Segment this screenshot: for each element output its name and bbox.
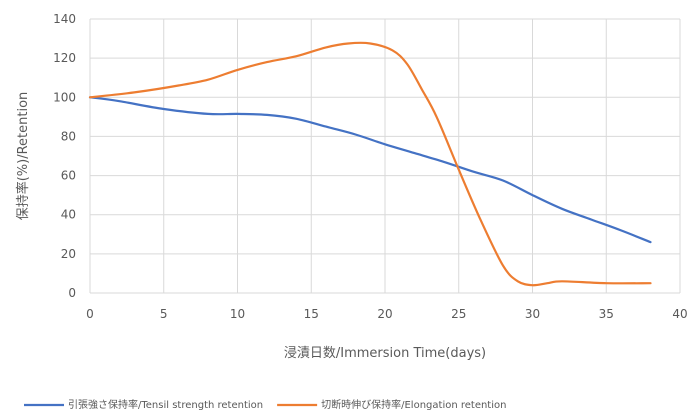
legend-label: 引張強さ保持率/Tensil strength retention [68, 398, 263, 411]
x-tick-label: 25 [451, 307, 466, 321]
y-tick-label: 80 [61, 129, 76, 143]
series-line-1 [88, 96, 652, 244]
y-tick-label: 20 [61, 247, 76, 261]
y-axis-ticks: 0 20 40 60 80 100 120 140 [53, 12, 76, 300]
y-tick-label: 40 [61, 208, 76, 222]
x-tick-label: 0 [86, 307, 94, 321]
y-tick-label: 60 [61, 169, 76, 183]
y-axis-title: 保持率(%)/Retention [15, 92, 31, 221]
y-tick-label: 0 [68, 286, 76, 300]
legend: 引張強さ保持率/Tensil strength retention 切断時伸び保持… [24, 398, 506, 411]
series-lines [88, 41, 652, 287]
x-tick-label: 15 [304, 307, 319, 321]
x-tick-label: 30 [525, 307, 540, 321]
legend-label: 切断時伸び保持率/Elongation retention [321, 398, 506, 411]
x-axis-ticks: 0 5 10 15 20 25 30 35 40 [86, 307, 687, 321]
y-tick-label: 120 [53, 51, 76, 65]
series-line-2 [88, 41, 652, 287]
x-tick-label: 40 [672, 307, 687, 321]
x-tick-label: 5 [160, 307, 168, 321]
grid [89, 18, 681, 294]
x-tick-label: 10 [230, 307, 245, 321]
y-tick-label: 140 [53, 12, 76, 26]
x-tick-label: 20 [377, 307, 392, 321]
y-tick-label: 100 [53, 90, 76, 104]
x-tick-label: 35 [599, 307, 614, 321]
x-axis-title: 浸漬日数/Immersion Time(days) [284, 346, 486, 361]
